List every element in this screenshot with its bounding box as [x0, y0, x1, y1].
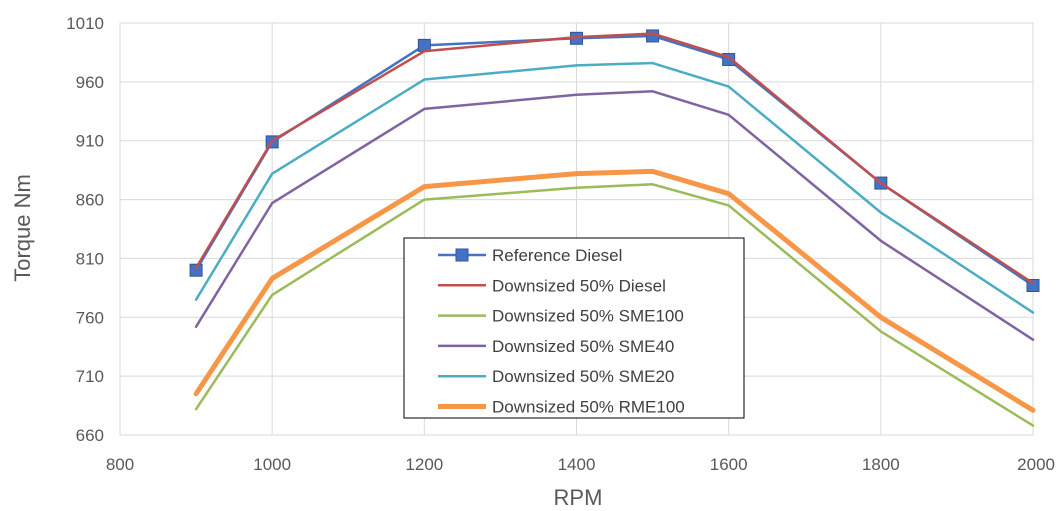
series-3: [194, 90, 1035, 341]
legend-label-5: Downsized 50% RME100: [492, 398, 685, 417]
x-tick-label-1800: 1800: [862, 455, 900, 474]
x-tick-label-800: 800: [106, 455, 134, 474]
x-axis-title: RPM: [554, 485, 603, 510]
series-lines: [189, 29, 1040, 427]
legend: Reference Diesel Downsized 50% Diesel Down…: [403, 237, 745, 419]
x-tick-label-1400: 1400: [558, 455, 596, 474]
x-tick-label-1000: 1000: [253, 455, 291, 474]
legend-label-1: Downsized 50% Diesel: [492, 276, 666, 295]
y-tick-label-860: 860: [76, 191, 104, 210]
data-point-0-0: [189, 263, 203, 277]
data-point-0-2: [417, 38, 431, 52]
legend-label-0: Reference Diesel: [492, 246, 622, 265]
x-axis-tick-labels: 800 1000 1200 1400 1600 1800 2000: [106, 455, 1055, 474]
series-4: [194, 61, 1035, 314]
x-tick-label-1200: 1200: [405, 455, 443, 474]
legend-label-2: Downsized 50% SME100: [492, 307, 684, 326]
y-tick-label-810: 810: [76, 249, 104, 268]
y-tick-label-960: 960: [76, 73, 104, 92]
legend-marker-0: [455, 248, 469, 262]
y-axis-tick-labels: 660 710 760 810 860 910 960 1010: [66, 14, 104, 445]
series-5: [193, 168, 1036, 413]
y-axis-title: Torque Nm: [10, 174, 35, 282]
legend-box: [403, 237, 745, 419]
series-1: [194, 32, 1035, 285]
y-tick-label-910: 910: [76, 132, 104, 151]
series-line-4: [194, 61, 1035, 314]
y-tick-label-760: 760: [76, 308, 104, 327]
series-line-1: [194, 32, 1035, 285]
series-2: [194, 183, 1035, 427]
legend-label-4: Downsized 50% SME20: [492, 367, 674, 386]
y-tick-label-660: 660: [76, 426, 104, 445]
series-line-3: [194, 90, 1035, 341]
x-tick-label-2000: 2000: [1017, 455, 1055, 474]
y-tick-label-710: 710: [76, 367, 104, 386]
series-line-5: [193, 168, 1036, 413]
legend-label-3: Downsized 50% SME40: [492, 337, 674, 356]
y-tick-label-1010: 1010: [66, 14, 104, 33]
x-tick-label-1600: 1600: [710, 455, 748, 474]
series-line-2: [194, 183, 1035, 427]
